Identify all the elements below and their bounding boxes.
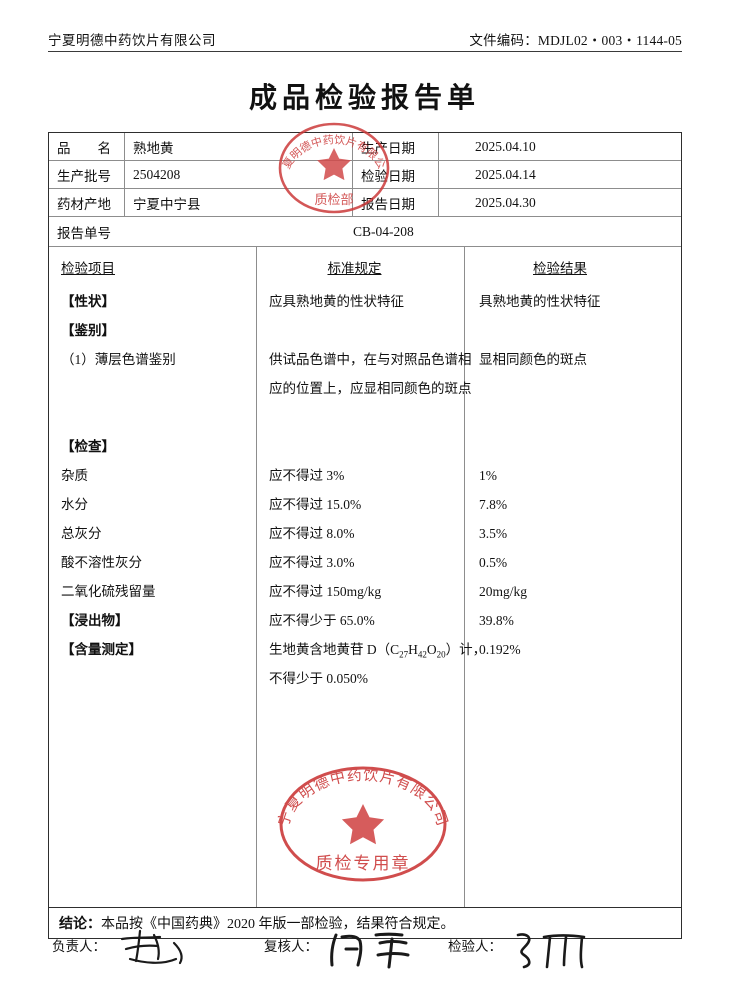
field-label-product-name: 品 名 (49, 133, 125, 160)
field-label-production-date: 生产日期 (353, 133, 439, 160)
page-title: 成品检验报告单 (248, 83, 480, 114)
result-row: 1% (479, 468, 497, 483)
field-value-production-date: 2025.04.10 (475, 139, 536, 154)
signature-label-inspector: 检验人： (448, 939, 502, 954)
signature-image-inspector (510, 929, 598, 975)
table-row: 药材产地 宁夏中宁县 报告日期 2025.04.30 (49, 189, 681, 217)
signature-image-responsible (114, 929, 200, 975)
field-value-inspection-date: 2025.04.14 (475, 167, 536, 182)
item-row (61, 374, 256, 403)
conclusion-row: 结论： 本品按《中国药典》2020 年版一部检验，结果符合规定。 (49, 908, 681, 938)
formula-sub-c: 27 (399, 649, 409, 660)
field-label-report-no: 报告单号 (57, 226, 111, 241)
field-value-batch-no: 2504208 (125, 161, 353, 188)
item-row: 【浸出物】 (61, 613, 129, 628)
formula-mid-o: O (426, 642, 437, 657)
result-row (479, 374, 681, 403)
signature-row: 负责人： 复核人： (48, 929, 682, 995)
item-row: 酸不溶性灰分 (61, 555, 142, 570)
formula-prefix: 生地黄含地黄苷 D（C (269, 642, 400, 657)
inspection-column-items: 检验项目 【性状】 【鉴别】 （1）薄层色谱鉴别 【检查】 杂质 水分 总灰分 … (49, 247, 257, 907)
field-value-origin: 宁夏中宁县 (125, 189, 353, 216)
standard-row-formula: 生地黄含地黄苷 D（C27H42O20）计， (269, 635, 486, 664)
item-row: 【性状】 (61, 294, 115, 309)
result-row (479, 432, 681, 461)
result-row: 20mg/kg (479, 584, 528, 599)
inspection-column-results: 检验结果 具熟地黄的性状特征 显相同颜色的斑点 1% 7.8% 3.5% 0.5… (465, 247, 681, 907)
inspection-grid: 检验项目 【性状】 【鉴别】 （1）薄层色谱鉴别 【检查】 杂质 水分 总灰分 … (49, 247, 681, 908)
standard-row (269, 432, 464, 461)
table-row: 生产批号 2504208 检验日期 2025.04.14 (49, 161, 681, 189)
standard-row: 应不得过 3% (269, 468, 345, 483)
standard-row (269, 403, 464, 432)
field-label-inspection-date: 检验日期 (353, 161, 439, 188)
item-row: 杂质 (61, 468, 88, 483)
standard-row: 应不得过 3.0% (269, 555, 355, 570)
signature-label-responsible: 负责人： (52, 939, 106, 954)
item-row: 【含量测定】 (61, 642, 142, 657)
result-row: 39.8% (479, 613, 514, 628)
field-label-report-date: 报告日期 (353, 189, 439, 216)
formula-mid-h: H (408, 642, 418, 657)
field-value-report-no: CB-04-208 (353, 224, 414, 239)
signature-responsible: 负责人： (52, 929, 200, 975)
standard-row: 供试品色谱中，在与对照品色谱相 (269, 352, 472, 367)
standard-row: 应不得过 15.0% (269, 497, 362, 512)
standard-row: 应的位置上，应显相同颜色的斑点 (269, 381, 472, 396)
standard-row: 应不得少于 65.0% (269, 613, 375, 628)
standard-row: 应具熟地黄的性状特征 (269, 294, 404, 309)
document-code: 文件编码：MDJL02・003・1144-05 (469, 29, 682, 49)
result-row: 具熟地黄的性状特征 (479, 294, 601, 309)
standard-row (269, 316, 464, 345)
item-row: （1）薄层色谱鉴别 (61, 352, 176, 367)
formula-sub-o: 20 (436, 649, 446, 660)
standard-row: 不得少于 0.050% (269, 671, 368, 686)
report-table: 品 名 熟地黄 生产日期 2025.04.10 生产批号 2504208 检验日… (48, 132, 682, 939)
result-row: 显相同颜色的斑点 (479, 352, 587, 367)
standard-row: 应不得过 150mg/kg (269, 584, 382, 599)
result-row (479, 316, 681, 345)
result-row: 3.5% (479, 526, 508, 541)
result-row: 0.5% (479, 555, 508, 570)
item-row: 【鉴别】 (61, 323, 115, 338)
field-value-product-name: 熟地黄 (125, 133, 353, 160)
field-label-batch-no: 生产批号 (49, 161, 125, 188)
item-row: 水分 (61, 497, 88, 512)
document-code-value: MDJL02・003・1144-05 (537, 33, 682, 48)
column-header-result: 检验结果 (533, 261, 587, 276)
result-row: 7.8% (479, 497, 508, 512)
column-header-item: 检验项目 (61, 261, 115, 276)
standard-row: 应不得过 8.0% (269, 526, 355, 541)
document-header: 宁夏明德中药饮片有限公司 文件编码：MDJL02・003・1144-05 (48, 26, 682, 52)
inspection-column-standards: 标准规定 应具熟地黄的性状特征 供试品色谱中，在与对照品色谱相 应的位置上，应显… (257, 247, 486, 907)
signature-inspector: 检验人： (448, 933, 598, 975)
formula-suffix: ）计， (445, 642, 487, 657)
item-row: 二氧化硫残留量 (61, 584, 156, 599)
table-row: 报告单号 CB-04-208 (49, 217, 681, 247)
signature-label-reviewer: 复核人： (264, 939, 318, 954)
signature-image-reviewer (326, 929, 416, 975)
field-value-report-date: 2025.04.30 (475, 195, 536, 210)
conclusion-label: 结论： (59, 917, 101, 932)
result-row (479, 403, 681, 432)
field-label-origin: 药材产地 (49, 189, 125, 216)
formula-sub-h: 42 (417, 649, 427, 660)
item-row (61, 403, 256, 432)
document-code-label: 文件编码： (469, 33, 538, 48)
conclusion-text: 本品按《中国药典》2020 年版一部检验，结果符合规定。 (101, 917, 455, 932)
column-header-standard: 标准规定 (327, 261, 382, 276)
signature-reviewer: 复核人： (264, 932, 416, 975)
table-row: 品 名 熟地黄 生产日期 2025.04.10 (49, 133, 681, 161)
item-row: 总灰分 (61, 526, 102, 541)
item-row: 【检查】 (61, 439, 115, 454)
result-row: 0.192% (479, 642, 521, 657)
company-name: 宁夏明德中药饮片有限公司 (48, 33, 216, 48)
